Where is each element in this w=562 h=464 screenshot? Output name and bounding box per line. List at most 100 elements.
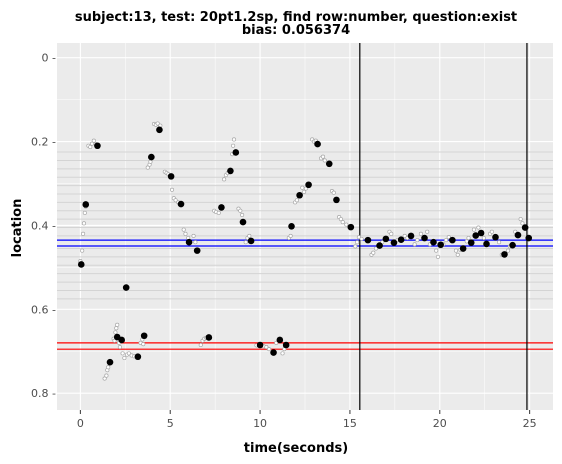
fixation-point	[118, 336, 125, 344]
raw-sample-point	[181, 227, 186, 232]
raw-sample-point	[320, 154, 326, 159]
raw-sample-point	[353, 244, 358, 249]
raw-sample-point	[91, 138, 96, 143]
raw-sample-point	[240, 212, 245, 218]
chart-title-line2: bias: 0.056374	[242, 23, 350, 38]
fixation-point	[82, 201, 90, 208]
raw-sample-point	[231, 137, 237, 142]
raw-sample-point	[506, 248, 511, 253]
fixation-point	[305, 181, 312, 189]
raw-sample-point	[155, 121, 160, 126]
raw-sample-point	[359, 236, 364, 241]
raw-sample-point	[120, 351, 125, 356]
fixation-point	[239, 218, 247, 226]
fixation-point	[483, 240, 490, 248]
fixation-point	[430, 238, 437, 246]
raw-sample-point	[141, 342, 146, 347]
raw-sample-point	[481, 235, 486, 241]
x-tick-label: 25	[523, 417, 537, 430]
fixation-point	[407, 232, 415, 240]
fixation-point	[122, 284, 130, 291]
raw-sample-point	[518, 217, 523, 222]
fixation-point	[106, 358, 114, 366]
fixation-point	[472, 232, 480, 239]
raw-sample-point	[340, 220, 345, 225]
raw-sample-point	[81, 231, 86, 236]
fixation-point	[148, 153, 155, 161]
raw-sample-point	[148, 159, 153, 164]
raw-sample-point	[444, 238, 449, 243]
raw-sample-point	[288, 233, 293, 238]
fixation-point	[459, 245, 467, 252]
raw-sample-point	[373, 246, 379, 251]
fixation-point	[437, 241, 444, 249]
fixation-point	[314, 140, 321, 148]
raw-sample-point	[389, 231, 394, 236]
fixation-point	[325, 160, 333, 168]
raw-sample-point	[102, 376, 107, 381]
raw-sample-point	[412, 242, 417, 247]
raw-sample-point	[476, 225, 481, 230]
raw-sample-point	[114, 326, 119, 331]
y-tick-label: 0.6 -	[31, 303, 56, 316]
y-tick-label: 0.2 -	[31, 136, 56, 149]
raw-sample-point	[222, 177, 227, 182]
raw-sample-point	[126, 351, 131, 356]
raw-sample-point	[520, 221, 525, 226]
raw-sample-point	[106, 365, 111, 370]
raw-sample-point	[453, 248, 459, 253]
raw-sample-point	[193, 240, 198, 245]
raw-sample-point	[216, 210, 221, 215]
fixation-point	[288, 222, 295, 230]
fixation-point	[382, 235, 390, 243]
raw-sample-point	[344, 222, 349, 227]
fixation-point	[521, 224, 529, 231]
raw-sample-point	[145, 165, 150, 170]
raw-sample-point	[418, 231, 423, 236]
fixation-point	[333, 196, 340, 204]
raw-sample-point	[471, 227, 476, 232]
raw-sample-point	[169, 187, 175, 192]
x-tick-label: 10	[253, 417, 267, 430]
raw-sample-point	[122, 355, 127, 361]
row-lines	[57, 151, 553, 300]
fixation-point	[364, 236, 372, 244]
fixations	[77, 126, 533, 366]
raw-sample-point	[198, 342, 203, 348]
fixation-point	[501, 251, 508, 258]
x-tick-label: 20	[433, 417, 447, 430]
fixation-point	[94, 142, 101, 150]
raw-sample-point	[80, 248, 85, 253]
y-tick-label: 0.8 -	[31, 387, 56, 400]
y-tick-label: 0.4 -	[31, 219, 56, 232]
fixation-point	[514, 231, 522, 239]
raw-sample-point	[355, 240, 360, 245]
x-axis-ticks: 0 5 10 15 20 25	[77, 410, 537, 430]
raw-sample-point	[82, 210, 87, 215]
fixation-point	[134, 353, 142, 361]
fixation-point	[227, 167, 234, 175]
raw-sample-point	[113, 330, 118, 335]
fixation-point	[177, 200, 185, 208]
raw-sample-point	[264, 345, 269, 350]
raw-sample-point	[88, 144, 93, 150]
fixation-point	[492, 233, 499, 241]
raw-sample-point	[247, 233, 252, 238]
raw-sample-point	[302, 189, 307, 194]
fixation-point	[509, 241, 516, 249]
fixation-point	[193, 247, 201, 254]
raw-sample-point	[434, 248, 439, 253]
fixation-point	[232, 149, 240, 156]
fixation-point	[296, 191, 303, 199]
raw-sample-point	[455, 252, 460, 257]
raw-sample-point	[280, 351, 285, 356]
raw-sample-point	[173, 198, 178, 203]
fixation-point	[421, 234, 428, 242]
raw-sample-point	[371, 250, 376, 255]
y-axis-title: location	[10, 199, 25, 258]
fixation-point	[156, 126, 163, 134]
x-tick-label: 0	[77, 417, 84, 430]
chart-title-line1: subject:13, test: 20pt1.2sp, find row:nu…	[75, 10, 517, 25]
raw-sample-point	[243, 240, 248, 245]
